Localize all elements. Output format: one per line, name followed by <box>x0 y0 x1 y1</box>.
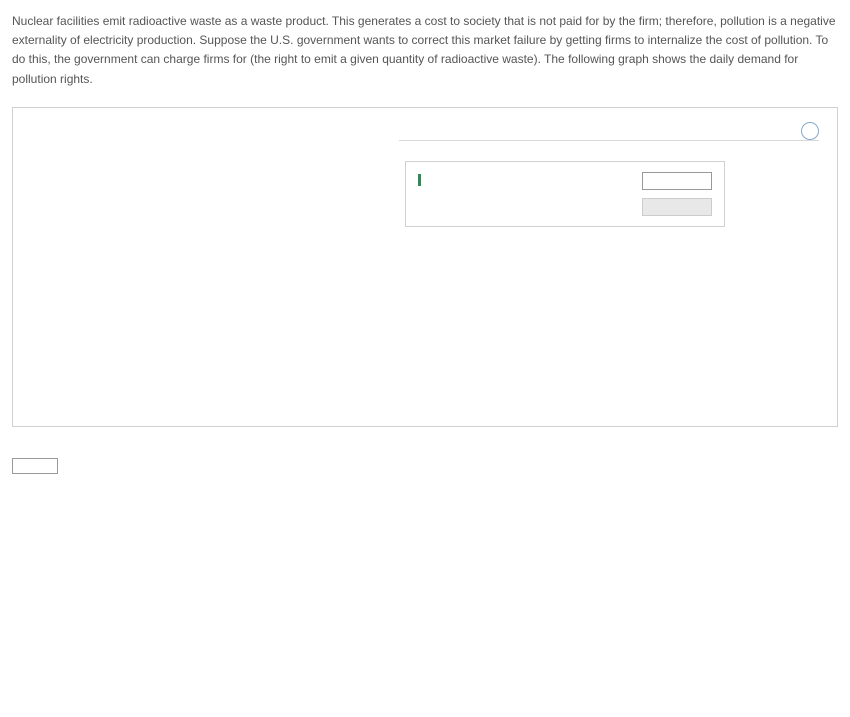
graph-input-tool <box>399 122 819 408</box>
tax-input[interactable] <box>12 458 58 474</box>
quantity-label <box>418 200 642 213</box>
question-2 <box>12 455 838 475</box>
graph-panel <box>12 107 838 427</box>
quantity-output <box>642 198 712 216</box>
intro-text: Nuclear facilities emit radioactive wast… <box>12 14 836 86</box>
quantity-row <box>418 198 712 216</box>
price-input[interactable] <box>642 172 712 190</box>
intro-paragraph: Nuclear facilities emit radioactive wast… <box>12 12 838 89</box>
price-tick-icon <box>418 174 421 186</box>
tool-title-bar <box>399 122 819 140</box>
price-label <box>418 174 642 187</box>
tool-subhead <box>399 140 819 161</box>
help-icon[interactable] <box>801 122 819 140</box>
tool-fields <box>405 161 725 227</box>
demand-chart[interactable] <box>31 122 371 402</box>
chart-container <box>31 122 371 408</box>
price-row <box>418 172 712 190</box>
